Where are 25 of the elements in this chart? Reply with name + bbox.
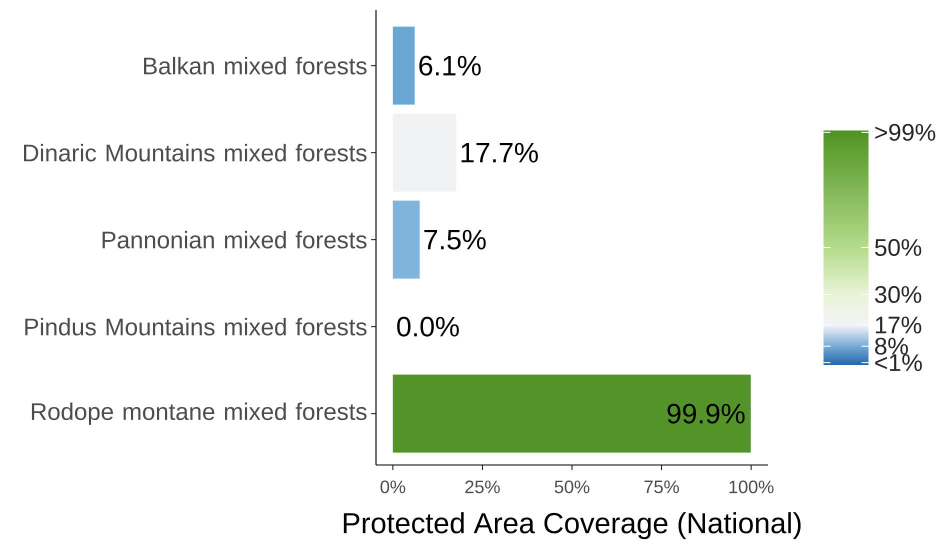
y-tick-label: Dinaric Mountains mixed forests (24, 144, 367, 162)
color-bar-label: 50% (875, 239, 922, 256)
data-label: 99.9% (668, 404, 745, 424)
x-axis-title: Protected Area Coverage (National) (344, 512, 801, 540)
color-bar-label: 30% (874, 286, 922, 303)
x-tick-label: 100% (730, 480, 774, 494)
color-bar-label: >99% (875, 124, 936, 141)
y-tick-label: Pannonian mixed forests (102, 230, 367, 248)
x-tick-label: 25% (465, 480, 500, 494)
y-tick-label: Rodope montane mixed forests (32, 402, 367, 425)
data-label: 6.1% (419, 56, 481, 76)
x-tick-label: 50% (554, 480, 590, 494)
bar (392, 26, 415, 105)
color-bar-label: 17% (876, 316, 922, 334)
data-label: 0.0% (397, 316, 459, 337)
color-bar-label: 8% (875, 338, 908, 355)
y-tick-label: Pindus Mountains mixed forests (25, 318, 367, 336)
x-tick-label: 75% (644, 480, 679, 494)
data-label: 7.5% (424, 230, 486, 250)
bar (392, 374, 751, 453)
bar (392, 200, 420, 279)
data-label: 17.7% (462, 142, 538, 162)
y-tick-label: Balkan mixed forests (144, 56, 367, 74)
color-bar-label: <1% (875, 354, 922, 372)
x-tick-label: 0% (380, 480, 406, 494)
